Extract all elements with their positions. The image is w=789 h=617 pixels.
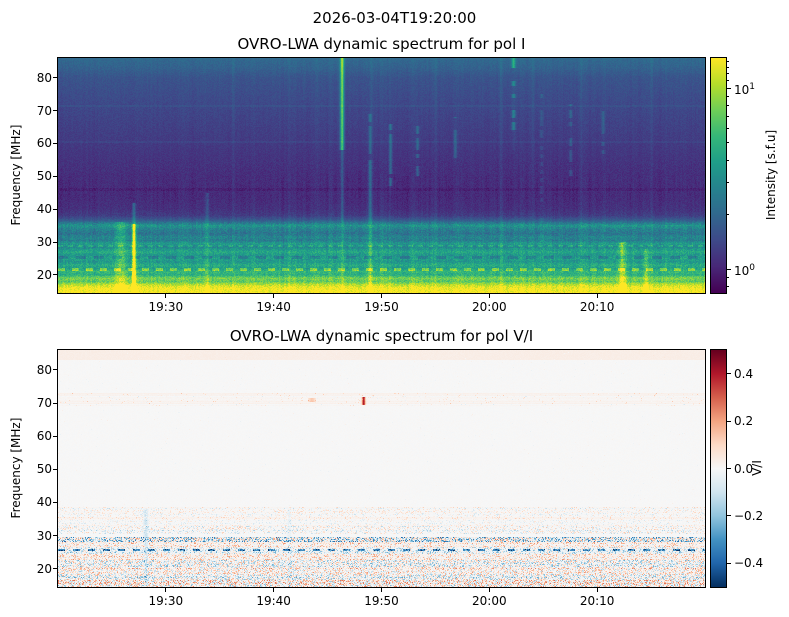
colorbar-minor-tick-mark [727, 159, 729, 161]
y-tick-mark [53, 468, 57, 470]
x-tick-mark [381, 588, 382, 592]
y-tick-mark [53, 241, 57, 243]
x-tick-label: 20:10 [579, 300, 615, 314]
colorbar-tick-mark [727, 420, 731, 422]
pol-i-heatmap [58, 58, 705, 293]
x-tick-mark [273, 588, 275, 592]
y-tick-label: 50 [36, 169, 52, 184]
x-tick-label: 19:30 [148, 594, 184, 608]
pol-vi-colorbar [711, 350, 726, 587]
colorbar-minor-tick-mark [727, 105, 729, 107]
pol-vi-title: OVRO-LWA dynamic spectrum for pol V/I [229, 327, 534, 345]
colorbar-tick-mark [727, 562, 731, 564]
colorbar-minor-tick-mark [727, 80, 729, 82]
y-tick-mark [53, 110, 57, 112]
colorbar-tick-mark [727, 468, 731, 469]
y-tick-label: 30 [36, 235, 52, 250]
colorbar-tick-label: 0.2 [734, 414, 754, 429]
y-tick-label: 70 [36, 103, 52, 118]
y-tick-mark [53, 77, 57, 79]
colorbar-tick-label: −0.2 [734, 508, 764, 523]
colorbar-minor-tick-mark [727, 286, 729, 288]
pol-i-colorbar [711, 58, 726, 293]
colorbar-minor-tick-mark [727, 142, 729, 144]
colorbar-tick-mark [727, 515, 731, 517]
y-tick-mark [53, 142, 57, 144]
y-tick-label: 40 [36, 495, 52, 510]
x-tick-label: 20:10 [579, 594, 615, 608]
x-tick-mark [488, 294, 490, 298]
y-tick-mark [53, 208, 57, 210]
x-tick-mark [381, 294, 382, 298]
x-tick-label: 19:40 [256, 300, 291, 314]
y-tick-label: 20 [36, 561, 52, 576]
x-tick-label: 19:40 [256, 594, 291, 608]
y-tick-label: 70 [36, 396, 52, 411]
x-tick-mark [165, 588, 167, 592]
colorbar-tick-mark [727, 373, 731, 375]
colorbar-minor-tick-mark [727, 277, 729, 279]
y-tick-label: 50 [36, 462, 52, 477]
y-tick-label: 60 [36, 136, 52, 151]
x-tick-mark [596, 294, 598, 298]
y-tick-mark [53, 402, 57, 404]
x-tick-mark [165, 294, 167, 298]
y-tick-label: 30 [36, 528, 52, 543]
y-tick-label: 20 [36, 267, 52, 282]
colorbar-tick-mark [727, 268, 731, 270]
colorbar-tick-mark [727, 87, 731, 89]
colorbar-minor-tick-mark [727, 214, 729, 216]
pol-vi-heatmap [58, 350, 705, 587]
colorbar-minor-tick-mark [727, 61, 729, 63]
colorbar-minor-tick-mark [727, 96, 729, 98]
colorbar-tick-label: −0.4 [734, 556, 764, 571]
colorbar-tick-label: 101 [734, 82, 756, 98]
colorbar-minor-tick-mark [727, 67, 729, 69]
colorbar-minor-tick-mark [727, 182, 729, 184]
y-tick-mark [53, 175, 57, 177]
pol-i-title: OVRO-LWA dynamic spectrum for pol I [237, 35, 526, 53]
pol-i-colorbar-label: Intensity [s.f.u] [764, 129, 778, 221]
y-tick-label: 60 [36, 429, 52, 444]
y-tick-label: 80 [36, 362, 52, 377]
x-tick-label: 20:00 [472, 300, 507, 314]
x-tick-mark [273, 294, 275, 298]
x-tick-mark [596, 588, 598, 592]
colorbar-minor-tick-mark [727, 127, 729, 129]
figure-suptitle: 2026-03-04T19:20:00 [312, 9, 477, 27]
y-tick-mark [53, 274, 57, 276]
colorbar-minor-tick-mark [727, 115, 729, 117]
y-tick-label: 80 [36, 70, 52, 85]
y-tick-mark [53, 435, 57, 437]
y-tick-mark [53, 535, 57, 537]
colorbar-minor-tick-mark [727, 73, 729, 75]
x-tick-label: 19:30 [148, 300, 184, 314]
x-tick-label: 19:50 [364, 300, 399, 314]
y-tick-mark [53, 568, 57, 570]
colorbar-tick-label: 0.0 [734, 461, 754, 476]
x-tick-label: 20:00 [472, 594, 507, 608]
colorbar-tick-label: 100 [734, 263, 756, 279]
x-tick-mark [488, 588, 490, 592]
y-tick-mark [53, 501, 57, 503]
y-tick-label: 40 [36, 202, 52, 217]
x-tick-label: 19:50 [364, 594, 399, 608]
y-tick-mark [53, 369, 57, 371]
colorbar-tick-label: 0.4 [734, 366, 754, 381]
